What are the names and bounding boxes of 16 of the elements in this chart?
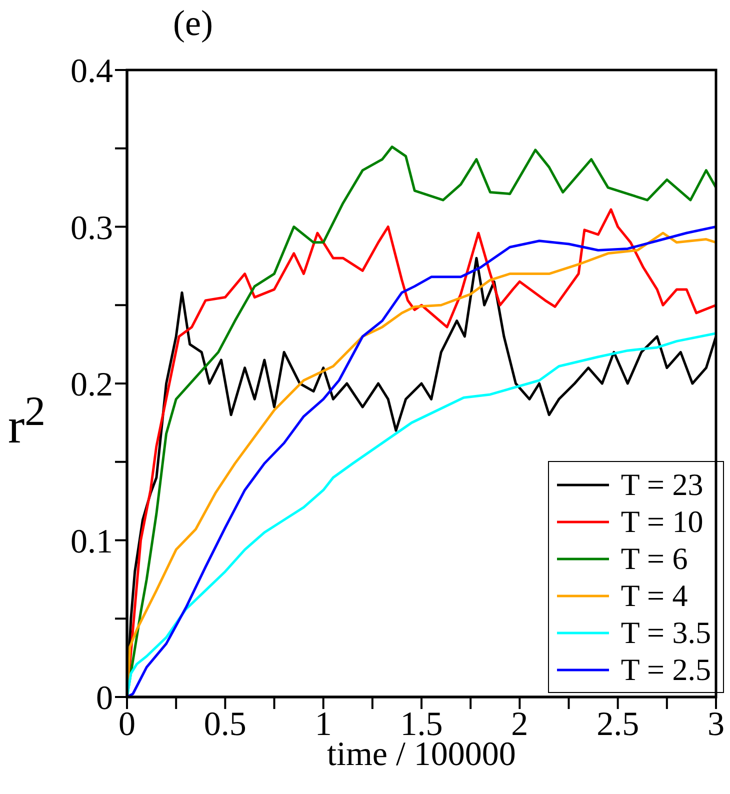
legend-label: T = 2.5 <box>620 651 711 688</box>
legend-label: T = 10 <box>620 503 704 540</box>
chart-title: (e) <box>173 2 213 44</box>
y-tick-label: 0 <box>96 680 113 718</box>
y-tick-label: 0.4 <box>70 53 113 90</box>
y-tick-label: 0.1 <box>70 523 113 560</box>
x-tick-label: 3 <box>708 706 724 744</box>
y-tick-label: 0.2 <box>70 366 113 404</box>
x-tick-label: 0.5 <box>204 706 246 744</box>
legend-label: T = 4 <box>620 577 688 614</box>
legend-label: T = 6 <box>620 540 688 577</box>
legend-label: T = 23 <box>620 466 704 503</box>
x-tick-label: 2.5 <box>596 706 640 744</box>
y-axis-title: r$^{2}$ <box>8 388 46 455</box>
y-tick-label: 0.3 <box>70 210 113 247</box>
legend-label: T = 3.5 <box>620 614 711 651</box>
